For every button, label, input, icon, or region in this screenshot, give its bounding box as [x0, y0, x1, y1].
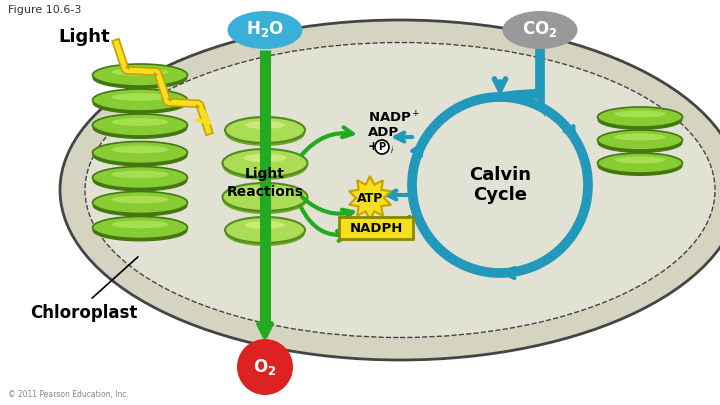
Ellipse shape [92, 141, 187, 164]
Ellipse shape [222, 152, 307, 180]
Ellipse shape [92, 192, 187, 213]
Ellipse shape [92, 170, 187, 192]
Text: ADP: ADP [368, 126, 399, 139]
Ellipse shape [92, 220, 187, 241]
Text: ATP: ATP [357, 192, 383, 205]
Text: NADP$^+$: NADP$^+$ [368, 110, 420, 126]
Ellipse shape [503, 11, 577, 49]
Ellipse shape [225, 217, 305, 243]
Ellipse shape [92, 64, 187, 86]
Ellipse shape [92, 89, 187, 111]
Text: Light
Reactions: Light Reactions [227, 167, 304, 198]
Text: $\mathbf{O_2}$: $\mathbf{O_2}$ [253, 357, 276, 377]
Ellipse shape [92, 217, 187, 239]
Text: Chloroplast: Chloroplast [30, 304, 138, 322]
Text: Light: Light [58, 28, 109, 46]
Ellipse shape [225, 220, 305, 246]
Ellipse shape [244, 154, 287, 162]
Text: $\mathbf{CO_2}$: $\mathbf{CO_2}$ [522, 19, 558, 39]
Ellipse shape [112, 171, 168, 178]
Text: © 2011 Pearson Education, Inc.: © 2011 Pearson Education, Inc. [8, 390, 129, 399]
Ellipse shape [225, 117, 305, 143]
Ellipse shape [92, 166, 187, 188]
Polygon shape [349, 176, 391, 220]
Text: Calvin
Cycle: Calvin Cycle [469, 166, 531, 205]
Ellipse shape [222, 186, 307, 214]
Ellipse shape [225, 120, 305, 146]
Ellipse shape [598, 110, 683, 130]
Text: $\mathbf{H_2O}$: $\mathbf{H_2O}$ [246, 19, 284, 39]
Ellipse shape [222, 149, 307, 177]
Text: Figure 10.6-3: Figure 10.6-3 [8, 5, 81, 15]
Ellipse shape [598, 130, 683, 150]
Circle shape [237, 339, 293, 395]
Ellipse shape [598, 133, 683, 153]
Text: P: P [379, 142, 386, 152]
Ellipse shape [598, 153, 683, 173]
Ellipse shape [92, 92, 187, 114]
Text: $_i$: $_i$ [390, 145, 395, 157]
Ellipse shape [598, 107, 683, 127]
Ellipse shape [614, 156, 665, 164]
Ellipse shape [112, 68, 168, 76]
FancyBboxPatch shape [339, 217, 413, 239]
Ellipse shape [614, 134, 665, 141]
Ellipse shape [245, 121, 285, 129]
Ellipse shape [112, 93, 168, 101]
Text: +: + [368, 141, 379, 153]
Ellipse shape [245, 221, 285, 229]
Text: NADPH: NADPH [349, 222, 402, 234]
Ellipse shape [92, 67, 187, 89]
Ellipse shape [92, 117, 187, 139]
Ellipse shape [614, 111, 665, 117]
Ellipse shape [92, 114, 187, 136]
Ellipse shape [112, 146, 168, 153]
Ellipse shape [112, 196, 168, 203]
Ellipse shape [112, 118, 168, 126]
Ellipse shape [244, 188, 287, 196]
Ellipse shape [598, 156, 683, 176]
Ellipse shape [85, 43, 715, 337]
Ellipse shape [92, 194, 187, 217]
Ellipse shape [222, 183, 307, 211]
Ellipse shape [228, 11, 302, 49]
Ellipse shape [92, 145, 187, 166]
Circle shape [375, 140, 389, 154]
Ellipse shape [60, 20, 720, 360]
Polygon shape [112, 39, 213, 135]
Ellipse shape [112, 221, 168, 228]
